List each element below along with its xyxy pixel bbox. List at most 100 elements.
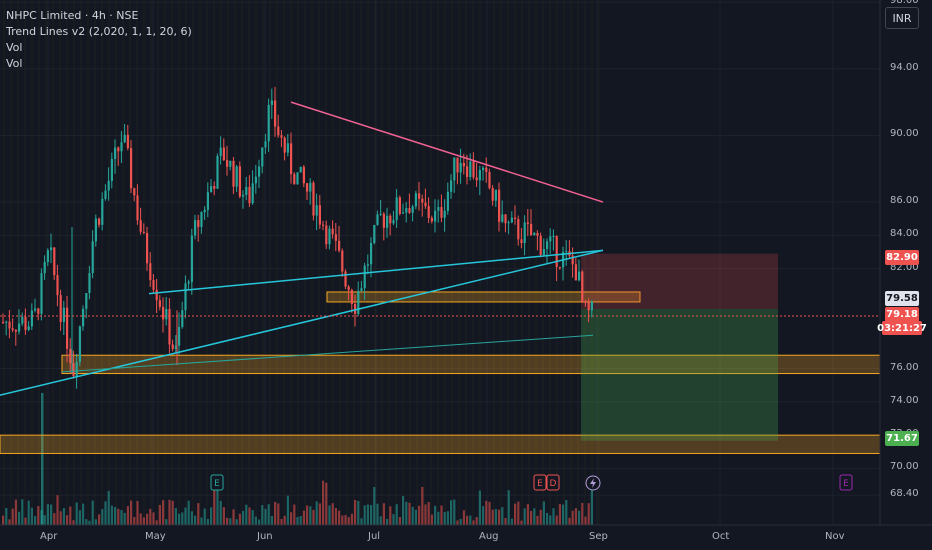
candle-body <box>203 209 206 213</box>
volume-bar <box>392 514 395 525</box>
volume-bar <box>187 500 190 525</box>
candle-body <box>571 255 574 265</box>
volume-bar <box>450 500 453 525</box>
trend-line-green <box>61 334 594 373</box>
candle-body <box>267 104 270 142</box>
trend-line-cyan <box>148 249 604 295</box>
candle-body <box>94 218 97 242</box>
candle-body <box>296 172 299 185</box>
volume-bar <box>104 501 107 525</box>
volume-bar <box>24 517 27 525</box>
candle-body <box>587 302 590 311</box>
candle-body <box>443 210 446 218</box>
currency-button[interactable]: INR <box>885 7 919 29</box>
candle-body <box>517 218 520 240</box>
volume-bar <box>437 511 440 525</box>
volume-bar <box>408 502 411 525</box>
volume-bar <box>293 504 296 525</box>
trend-lines <box>0 101 604 396</box>
volume-bar <box>347 517 350 525</box>
volume-bar <box>478 490 481 525</box>
candle-body <box>110 158 113 181</box>
volume-bar <box>18 511 21 525</box>
candle-body <box>200 212 203 227</box>
volume-bar <box>504 517 507 525</box>
volume-bar <box>488 501 491 525</box>
price-tick: 86.00 <box>890 195 919 207</box>
volume-bar <box>165 519 168 525</box>
candle-body <box>494 189 497 201</box>
candle-body <box>459 162 462 173</box>
candle-body <box>379 213 382 215</box>
volume-bar <box>72 520 75 525</box>
time-tick: Oct <box>712 531 730 542</box>
event-marker-letter: E <box>843 479 849 489</box>
volume-bar <box>146 513 149 525</box>
indicator-label[interactable]: Trend Lines v2 (2,020, 1, 1, 20, 6) <box>6 25 192 38</box>
event-marker-e: E <box>210 474 224 491</box>
candle-body <box>50 247 53 251</box>
volume-bar <box>322 480 325 525</box>
candle-body <box>312 182 315 216</box>
candle-body <box>350 290 353 304</box>
candle-body <box>424 202 427 207</box>
candle-body <box>318 205 321 225</box>
candle-body <box>165 309 168 320</box>
candle-body <box>270 100 273 105</box>
symbol-title[interactable]: NHPC Limited · 4h · NSE <box>6 9 139 22</box>
candle-body <box>274 100 277 127</box>
candle-body <box>123 134 126 143</box>
volume-bar <box>469 515 472 525</box>
candle-body <box>226 160 229 167</box>
volume-bar <box>517 501 520 525</box>
volume-bar <box>174 508 177 525</box>
volume-bar <box>514 503 517 525</box>
volume-bar <box>395 504 398 525</box>
candle-body <box>232 160 235 187</box>
volume-bar <box>114 507 117 525</box>
candlesticks <box>2 86 593 389</box>
price-tick: 68.40 <box>890 488 919 500</box>
candle-body <box>309 182 312 192</box>
volume-bar <box>299 516 302 525</box>
candle-body <box>526 222 529 224</box>
candle-body <box>555 235 558 267</box>
candle-body <box>520 239 523 244</box>
volume-bar <box>315 501 318 525</box>
volume-label-1[interactable]: Vol <box>6 41 23 54</box>
candle-body <box>66 307 69 349</box>
volume-bar <box>350 513 353 525</box>
candle-body <box>62 307 65 322</box>
volume-bar <box>411 506 414 525</box>
volume-bar <box>555 515 558 525</box>
candle-body <box>488 172 491 189</box>
volume-bar <box>296 516 299 525</box>
volume-bar <box>34 516 37 525</box>
volume-bar <box>190 511 193 525</box>
candle-body <box>504 214 507 224</box>
volume-label-2[interactable]: Vol <box>6 57 23 70</box>
volume-bar <box>389 506 392 525</box>
volume-bar <box>75 502 78 525</box>
volume-bar <box>421 486 424 525</box>
candle-body <box>510 217 513 223</box>
volume-bar <box>510 518 513 525</box>
candle-body <box>357 290 360 314</box>
candle-body <box>466 166 469 178</box>
volume-bar <box>466 515 469 525</box>
candle-body <box>78 326 81 363</box>
candle-body <box>2 321 5 323</box>
volume-bar <box>264 508 267 525</box>
volume-bar <box>523 508 526 525</box>
time-tick: Nov <box>825 531 845 542</box>
volume-bar <box>222 507 225 525</box>
volume-bar <box>398 517 401 525</box>
candle-body <box>405 208 408 213</box>
volume-bar <box>475 517 478 525</box>
candle-body <box>283 137 286 153</box>
volume-bar <box>584 516 587 525</box>
candle-body <box>542 248 545 255</box>
short-position-tool[interactable] <box>581 253 778 441</box>
